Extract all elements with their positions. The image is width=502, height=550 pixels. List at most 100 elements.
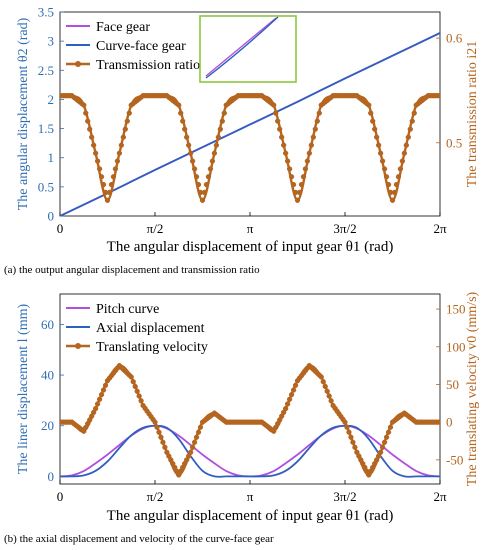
data-marker — [207, 166, 214, 172]
data-marker — [83, 110, 89, 116]
data-marker — [118, 142, 125, 148]
data-marker — [187, 150, 194, 156]
data-marker — [182, 126, 188, 132]
data-marker — [106, 189, 113, 196]
data-marker — [94, 401, 101, 407]
data-marker — [310, 134, 316, 140]
data-marker — [281, 142, 287, 148]
legend-label: Axial displacement — [96, 321, 205, 336]
y-left-tick-label: 2 — [48, 92, 55, 107]
legend-label: Pitch curve — [96, 302, 159, 317]
data-marker — [320, 379, 326, 385]
data-marker — [215, 134, 222, 140]
y-right-tick-label: 0.6 — [446, 31, 463, 46]
series-line — [60, 32, 440, 216]
data-marker — [98, 174, 105, 180]
data-marker — [209, 158, 216, 164]
data-marker — [193, 174, 200, 180]
y-left-tick-label: 40 — [41, 368, 54, 383]
data-marker — [350, 439, 356, 445]
series-transmission-ratio — [60, 93, 440, 203]
data-marker — [290, 387, 297, 393]
y-right-tick-label: 100 — [446, 339, 466, 354]
data-marker — [187, 449, 194, 455]
data-marker — [298, 181, 305, 188]
data-marker — [132, 383, 138, 390]
data-marker — [284, 158, 291, 164]
data-marker — [124, 118, 130, 124]
data-marker — [393, 181, 400, 188]
x-axis-label: The angular displacement of input gear θ… — [107, 508, 394, 524]
data-marker — [219, 118, 225, 124]
data-marker — [385, 429, 392, 435]
data-marker — [407, 126, 413, 132]
data-marker — [156, 429, 162, 435]
data-marker — [316, 110, 322, 116]
data-marker — [405, 134, 411, 140]
data-marker — [195, 181, 202, 188]
data-marker — [286, 396, 293, 402]
data-marker — [385, 181, 392, 188]
data-marker — [108, 181, 115, 188]
data-marker — [100, 181, 107, 188]
data-marker — [437, 93, 440, 99]
data-marker — [286, 166, 293, 172]
x-tick-label: 2π — [433, 489, 447, 504]
data-marker — [381, 166, 388, 172]
data-marker — [375, 142, 382, 148]
data-marker — [81, 102, 87, 108]
x-tick-label: 3π/2 — [333, 489, 356, 504]
data-marker — [112, 166, 119, 172]
data-marker — [176, 102, 182, 108]
inset-face-gear-line — [205, 17, 277, 77]
x-tick-label: π/2 — [147, 221, 164, 236]
y-right-tick-label: 0 — [446, 415, 453, 430]
series-line — [60, 424, 440, 478]
data-marker — [104, 197, 111, 203]
data-marker — [292, 382, 299, 389]
data-marker — [128, 374, 134, 380]
y-left-tick-label: 3.5 — [38, 5, 54, 20]
data-marker — [189, 444, 196, 450]
data-marker — [138, 398, 144, 404]
data-marker — [221, 110, 227, 116]
data-marker — [90, 142, 97, 148]
data-marker — [282, 150, 289, 156]
x-tick-label: 2π — [433, 221, 447, 236]
data-marker — [89, 134, 95, 140]
data-marker — [288, 392, 295, 398]
data-marker — [383, 434, 390, 440]
data-marker — [185, 142, 192, 148]
y-right-tick-label: 0.5 — [446, 135, 462, 150]
data-marker — [217, 126, 223, 132]
data-marker — [191, 166, 198, 172]
y-right-axis-label: The transmission ratio i21 — [465, 41, 480, 188]
y-left-tick-label: 2.5 — [38, 63, 54, 78]
y-left-tick-label: 0 — [48, 209, 55, 224]
legend-label: Face gear — [96, 20, 150, 35]
data-marker — [102, 382, 109, 389]
y-right-axis-label: The translating velocity v0 (mm/s) — [465, 291, 480, 486]
data-marker — [397, 166, 404, 172]
data-marker — [136, 393, 142, 399]
data-marker — [306, 150, 313, 156]
data-marker — [368, 110, 374, 116]
y-left-tick-label: 1 — [48, 150, 55, 165]
data-marker — [352, 444, 358, 450]
data-marker — [277, 126, 283, 132]
x-tick-label: 0 — [57, 221, 64, 236]
data-marker — [328, 398, 334, 404]
data-marker — [296, 189, 303, 196]
data-marker — [126, 110, 132, 116]
data-marker — [324, 388, 330, 394]
data-marker — [379, 444, 386, 450]
legend-marker — [75, 343, 81, 349]
y-left-tick-label: 60 — [41, 317, 54, 332]
data-marker — [322, 383, 328, 390]
legend-label: Translating velocity — [96, 340, 208, 355]
data-marker — [366, 102, 372, 108]
data-marker — [92, 150, 99, 156]
series-translating-velocity — [60, 362, 440, 478]
data-marker — [184, 134, 190, 140]
